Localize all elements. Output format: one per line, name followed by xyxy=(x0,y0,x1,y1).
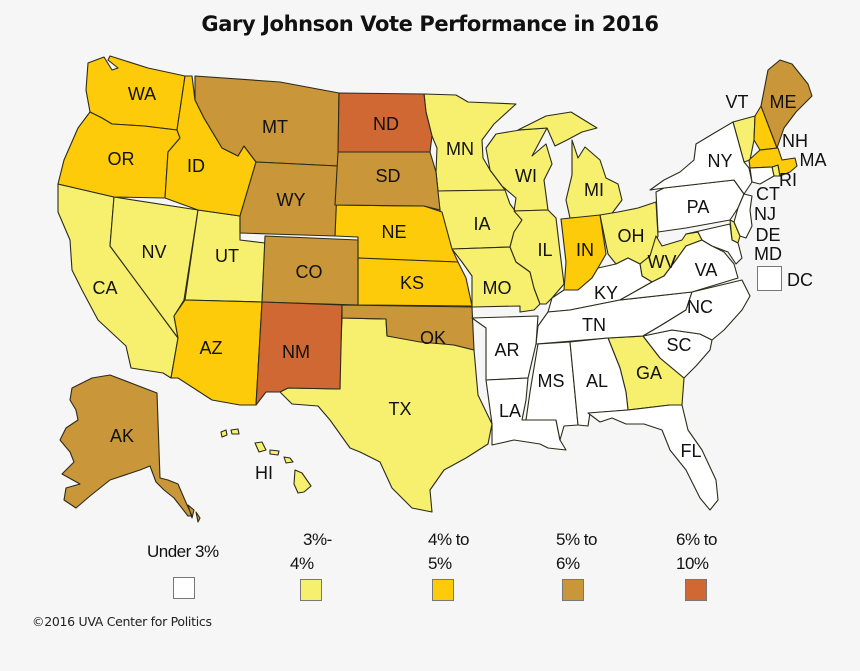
state-NJ[interactable] xyxy=(733,193,753,239)
state-VA[interactable] xyxy=(619,239,739,301)
label-WI: WI xyxy=(515,166,537,186)
label-MA: MA xyxy=(800,150,827,170)
label-DE: DE xyxy=(755,225,780,245)
label-IA: IA xyxy=(473,214,490,234)
legend-text: Under 3% xyxy=(147,542,219,561)
legend-swatch-5-6 xyxy=(562,579,584,601)
label-OH: OH xyxy=(618,226,645,246)
label-NH: NH xyxy=(782,131,808,151)
label-MN: MN xyxy=(446,139,474,159)
label-NY: NY xyxy=(707,151,732,171)
label-GA: GA xyxy=(636,363,662,383)
state-OK[interactable] xyxy=(341,304,475,351)
legend-label-3-4: 3%- 4% xyxy=(290,528,332,576)
legend-label-6-10: 6% to 10% xyxy=(676,528,717,576)
label-NE: NE xyxy=(381,222,406,242)
state-LA[interactable] xyxy=(485,377,567,451)
legend-text: 3%- xyxy=(303,530,332,549)
label-WY: WY xyxy=(277,190,306,210)
label-MS: MS xyxy=(538,371,565,391)
label-UT: UT xyxy=(215,246,239,266)
label-MD: MD xyxy=(754,244,782,264)
label-VT: VT xyxy=(725,92,748,112)
label-MO: MO xyxy=(483,278,512,298)
state-MD[interactable] xyxy=(685,223,743,265)
label-DC: DC xyxy=(787,270,813,290)
map-title: Gary Johnson Vote Performance in 2016 xyxy=(201,12,659,36)
state-MI[interactable] xyxy=(517,111,623,219)
legend-text: 6% xyxy=(556,554,580,573)
legend-text: 5% xyxy=(428,554,452,573)
legend: Under 3% 3%- 4% 4% to 5% 5% to 6% 6% to … xyxy=(0,520,860,610)
label-CT: CT xyxy=(756,184,780,204)
legend-label-under-3: Under 3% xyxy=(147,540,219,564)
label-MI: MI xyxy=(584,180,604,200)
label-AL: AL xyxy=(586,371,608,391)
label-FL: FL xyxy=(680,441,701,461)
state-AK[interactable] xyxy=(59,374,201,523)
label-ND: ND xyxy=(373,114,399,134)
legend-text: 4% xyxy=(290,554,314,573)
state-ND[interactable] xyxy=(337,92,433,153)
legend-text: 10% xyxy=(676,554,709,573)
label-HI: HI xyxy=(255,463,273,483)
legend-swatch-4-5 xyxy=(432,579,454,601)
label-NM: NM xyxy=(282,342,310,362)
legend-swatch-6-10 xyxy=(685,579,707,601)
label-WA: WA xyxy=(128,84,156,104)
dc-swatch[interactable] xyxy=(757,266,782,291)
state-ME[interactable] xyxy=(760,59,813,149)
label-CO: CO xyxy=(296,262,323,282)
label-OK: OK xyxy=(420,328,446,348)
state-CT[interactable] xyxy=(749,166,775,185)
label-CA: CA xyxy=(92,278,117,298)
label-KS: KS xyxy=(400,273,424,293)
label-PA: PA xyxy=(687,197,710,217)
label-NJ: NJ xyxy=(754,204,776,224)
label-TN: TN xyxy=(582,315,606,335)
label-IN: IN xyxy=(576,240,594,260)
label-KY: KY xyxy=(594,283,618,303)
state-NM[interactable] xyxy=(255,301,343,406)
legend-text: 6% to xyxy=(676,530,717,549)
legend-text: 5% to xyxy=(556,530,597,549)
label-VA: VA xyxy=(695,260,718,280)
label-LA: LA xyxy=(499,401,521,421)
label-AK: AK xyxy=(110,426,134,446)
label-SC: SC xyxy=(666,335,691,355)
label-AR: AR xyxy=(494,340,519,360)
label-ID: ID xyxy=(187,156,205,176)
state-MT[interactable] xyxy=(194,75,340,167)
state-HI[interactable] xyxy=(220,428,312,494)
label-ME: ME xyxy=(770,92,797,112)
label-SD: SD xyxy=(375,166,400,186)
legend-swatch-under-3 xyxy=(173,577,195,599)
label-IL: IL xyxy=(537,240,552,260)
legend-swatch-3-4 xyxy=(300,579,322,601)
legend-text: 4% to xyxy=(428,530,469,549)
label-AZ: AZ xyxy=(199,338,222,358)
label-NC: NC xyxy=(687,297,713,317)
copyright-footer: ©2016 UVA Center for Politics xyxy=(32,614,212,629)
label-RI: RI xyxy=(779,170,797,190)
state-NC[interactable] xyxy=(642,279,751,341)
state-IL[interactable] xyxy=(509,209,565,305)
label-TX: TX xyxy=(388,399,411,419)
state-FL[interactable] xyxy=(587,404,719,511)
legend-label-4-5: 4% to 5% xyxy=(428,528,469,576)
label-OR: OR xyxy=(108,149,135,169)
state-SD[interactable] xyxy=(334,151,441,211)
label-MT: MT xyxy=(262,117,288,137)
state-NY[interactable] xyxy=(649,121,753,195)
legend-label-5-6: 5% to 6% xyxy=(556,528,597,576)
label-WV: WV xyxy=(648,252,677,272)
label-NV: NV xyxy=(141,242,166,262)
